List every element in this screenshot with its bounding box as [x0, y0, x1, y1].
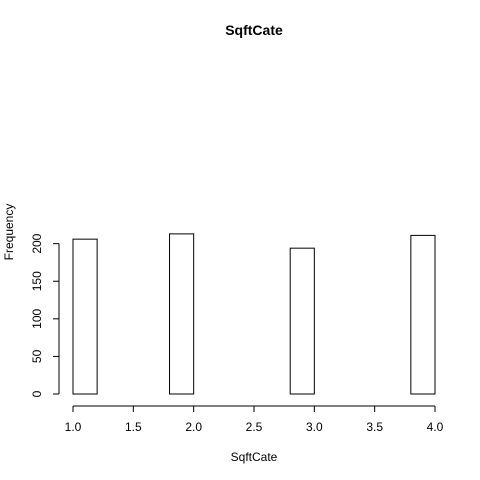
- y-tick-label: 200: [30, 233, 44, 253]
- y-tick-label: 0: [30, 390, 44, 397]
- x-tick-label: 3.5: [366, 420, 383, 434]
- histogram-bar: [169, 233, 195, 395]
- y-tick-label: 150: [30, 271, 44, 291]
- x-tick-label: 1.5: [125, 420, 142, 434]
- x-axis: 1.0 1.5 2.0 2.5 3.0 3.5 4.0: [65, 405, 444, 434]
- x-tick-label: 3.0: [306, 420, 323, 434]
- histogram-bar: [289, 247, 315, 395]
- x-tick-label: 1.0: [65, 420, 82, 434]
- x-tick-label: 4.0: [427, 420, 444, 434]
- y-axis: 0 50 100 150 200: [30, 233, 60, 397]
- bars-group: [72, 233, 436, 395]
- histogram-bar: [72, 238, 98, 395]
- x-tick-label: 2.0: [185, 420, 202, 434]
- y-tick-label: 100: [30, 308, 44, 328]
- y-tick-label: 50: [30, 349, 44, 363]
- histogram-bar: [410, 234, 436, 395]
- chart-title: SqftCate: [225, 22, 283, 38]
- y-axis-label: Frequency: [2, 204, 16, 261]
- x-axis-label: SqftCate: [231, 450, 278, 464]
- x-tick-label: 2.5: [246, 420, 263, 434]
